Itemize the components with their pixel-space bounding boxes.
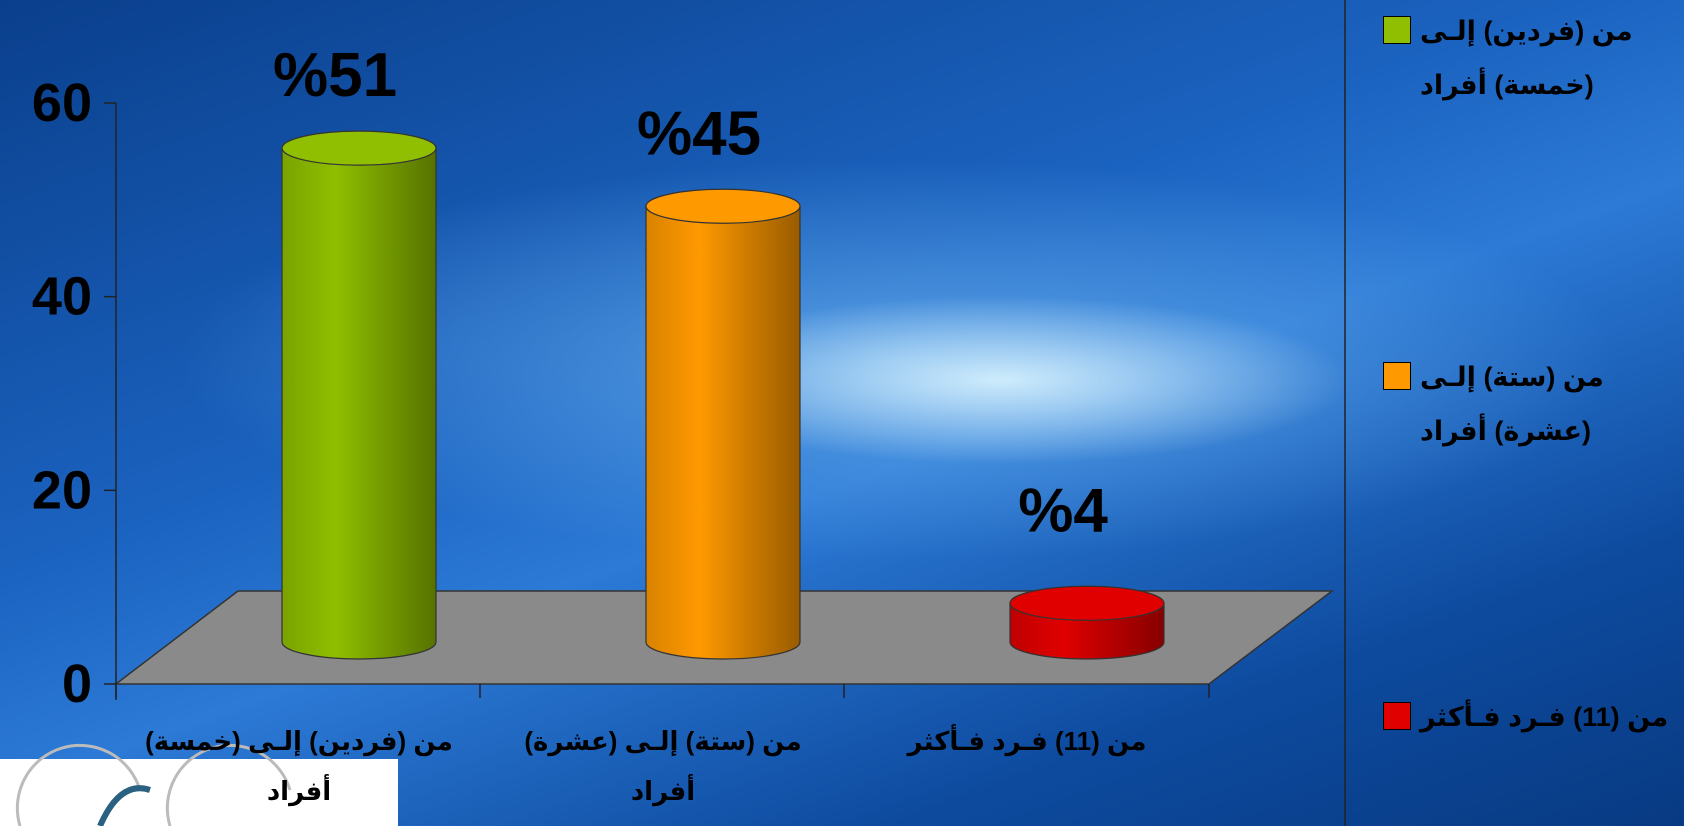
bar	[281, 147, 437, 660]
legend-label: من (11) فـرد فـأكثر	[1420, 702, 1669, 732]
y-tick-label: 40	[32, 267, 92, 327]
y-tick-label: 20	[32, 460, 92, 520]
bar-top	[645, 188, 801, 224]
y-tick-label: 60	[32, 73, 92, 133]
bar-top	[1009, 585, 1165, 621]
y-tick-label: 0	[62, 654, 92, 714]
x-tick-label: من (ستة) إلـى (عشرة) أفراد	[524, 726, 802, 806]
value-label: %51	[273, 41, 397, 110]
legend-swatch	[1383, 702, 1411, 730]
value-label: %4	[1018, 476, 1108, 545]
x-tick-label: من (فردين) إلـى (خمسة) أفراد	[145, 726, 453, 806]
value-label: %45	[637, 99, 761, 168]
bar	[645, 205, 801, 660]
legend-label: من (ستة) إلـى (عشرة) أفراد	[1420, 362, 1604, 446]
legend-swatch	[1383, 362, 1411, 390]
legend-label: من (فردين) إلـى (خمسة) أفراد	[1420, 16, 1633, 100]
legend-swatch	[1383, 16, 1411, 44]
logo	[0, 743, 398, 826]
bar-top	[281, 130, 437, 166]
x-tick-label: من (11) فـرد فـأكثر	[907, 726, 1147, 756]
